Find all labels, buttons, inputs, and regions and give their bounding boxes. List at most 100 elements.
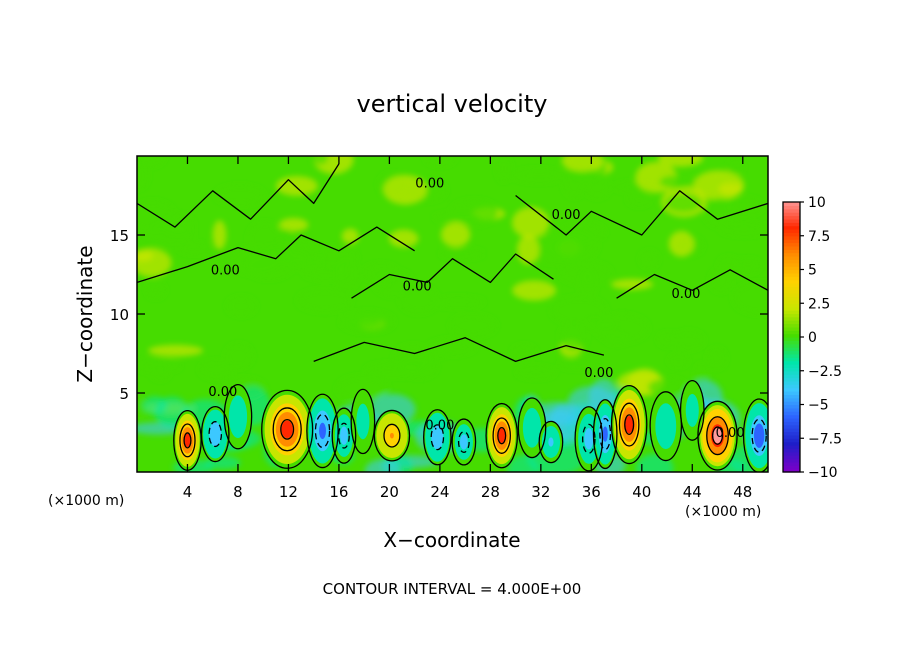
field-blob bbox=[440, 222, 471, 248]
contour-line bbox=[272, 407, 302, 452]
colorbar-swatch bbox=[783, 262, 800, 267]
colorbar-swatch bbox=[783, 374, 800, 379]
colorbar-swatch bbox=[783, 441, 800, 446]
y-tick-label: 10 bbox=[110, 306, 129, 324]
colorbar-swatch bbox=[783, 316, 800, 321]
x-tick-label: 48 bbox=[733, 483, 752, 501]
field-blob bbox=[137, 163, 148, 189]
field-blob bbox=[558, 360, 599, 369]
field-blob bbox=[137, 358, 181, 373]
contour-label: 0.00 bbox=[415, 177, 444, 192]
cell-level bbox=[185, 437, 190, 444]
colorbar-swatch bbox=[783, 343, 800, 348]
chart-title: vertical velocity bbox=[357, 90, 548, 118]
colorbar-swatch bbox=[783, 397, 800, 402]
field-blob bbox=[516, 366, 556, 378]
contour-line bbox=[497, 426, 507, 445]
colorbar-swatch bbox=[783, 296, 800, 301]
cell-level bbox=[361, 417, 365, 426]
contour-label: 0.00 bbox=[208, 385, 237, 400]
zero-contour bbox=[538, 420, 564, 464]
zero-contour bbox=[223, 383, 253, 450]
zero-contour bbox=[200, 405, 230, 463]
colorbar-swatch bbox=[783, 360, 800, 365]
contour-label: 0.00 bbox=[552, 208, 581, 223]
colorbar-swatch bbox=[783, 387, 800, 392]
colorbar-swatch bbox=[783, 249, 800, 254]
contour-line bbox=[179, 423, 196, 458]
y-tick-label: 15 bbox=[110, 227, 129, 245]
x-tick-label: 28 bbox=[481, 483, 500, 501]
cell-level bbox=[462, 439, 466, 445]
contour-line bbox=[711, 426, 724, 445]
contour-lines: 0.00 0.00 0.00 0.00 0.00 0.00 0.00 0.00 0.00 bbox=[137, 163, 768, 472]
zero-contour bbox=[137, 226, 415, 284]
field-blob bbox=[340, 316, 381, 328]
colorbar-swatch bbox=[783, 445, 800, 449]
colorbar-swatch bbox=[783, 286, 800, 291]
field-blob bbox=[727, 160, 744, 175]
colorbar-swatch bbox=[783, 202, 800, 206]
colorbar-swatch bbox=[783, 357, 800, 362]
zero-contour bbox=[517, 397, 547, 459]
colorbar-swatch bbox=[783, 391, 800, 395]
colorbar-swatch bbox=[783, 431, 800, 436]
field-blob bbox=[148, 344, 204, 357]
x-tick-label: 12 bbox=[279, 483, 298, 501]
colorbar-tick-label: 7.5 bbox=[808, 229, 830, 245]
colorbar-swatch bbox=[783, 330, 800, 335]
colorbar-tick-label: −2.5 bbox=[808, 364, 842, 380]
field-blob bbox=[511, 207, 550, 239]
contour-label: 0.00 bbox=[425, 418, 454, 433]
contour-line bbox=[280, 418, 295, 440]
y-axis-label: Z−coordinate bbox=[73, 245, 97, 382]
colorbar-swatch bbox=[783, 245, 800, 250]
colorbar-swatch bbox=[783, 252, 800, 257]
y-axis-ticks: 5 10 15 bbox=[110, 227, 768, 403]
cell-level bbox=[587, 435, 591, 443]
colorbar-swatch bbox=[783, 438, 800, 443]
field-blob bbox=[718, 182, 743, 196]
colorbar-swatch bbox=[783, 208, 800, 213]
zero-contour bbox=[451, 418, 477, 466]
colorbar-swatch bbox=[783, 215, 800, 220]
field-blob bbox=[640, 251, 659, 268]
cell-level bbox=[499, 432, 504, 440]
colorbar-swatch bbox=[783, 455, 800, 460]
field-blob bbox=[669, 355, 688, 367]
x-axis-ticks: 4 8 12 16 20 24 28 32 36 40 44 48 bbox=[183, 156, 752, 501]
colorbar-tick-label: −10 bbox=[808, 465, 838, 481]
contour-label: 0.00 bbox=[716, 426, 745, 441]
cell-level bbox=[342, 432, 346, 439]
x-axis-unit-left: (×1000 m) bbox=[48, 493, 124, 509]
field-blob bbox=[659, 174, 696, 189]
zero-contour bbox=[649, 391, 683, 462]
updraft-cell bbox=[486, 403, 518, 468]
cell-level bbox=[603, 430, 607, 438]
downdraft-cell bbox=[680, 380, 705, 441]
field-blob bbox=[383, 174, 428, 205]
zero-contour bbox=[610, 385, 648, 465]
x-tick-label: 8 bbox=[233, 483, 243, 501]
colorbar-swatch bbox=[783, 259, 800, 264]
contour-line bbox=[624, 414, 635, 435]
colorbar-swatch bbox=[783, 212, 800, 217]
field-blob bbox=[595, 314, 648, 342]
colorbar-swatch bbox=[783, 306, 800, 311]
contour-line bbox=[383, 423, 401, 448]
field-blob bbox=[137, 156, 165, 167]
colorbar-swatch bbox=[783, 370, 800, 375]
field-blob bbox=[450, 315, 496, 337]
field-blob bbox=[440, 249, 483, 259]
colorbar-swatch bbox=[783, 232, 800, 237]
field-blob bbox=[551, 297, 607, 324]
zero-contour bbox=[137, 163, 340, 228]
field-blob bbox=[672, 331, 704, 350]
field-blob bbox=[215, 185, 264, 205]
zero-contour bbox=[616, 269, 768, 299]
field-blob bbox=[720, 222, 768, 235]
cell-level bbox=[320, 426, 325, 435]
colorbar-swatch bbox=[783, 424, 800, 429]
field-blob bbox=[647, 378, 687, 397]
downdraft-cell bbox=[351, 389, 375, 454]
